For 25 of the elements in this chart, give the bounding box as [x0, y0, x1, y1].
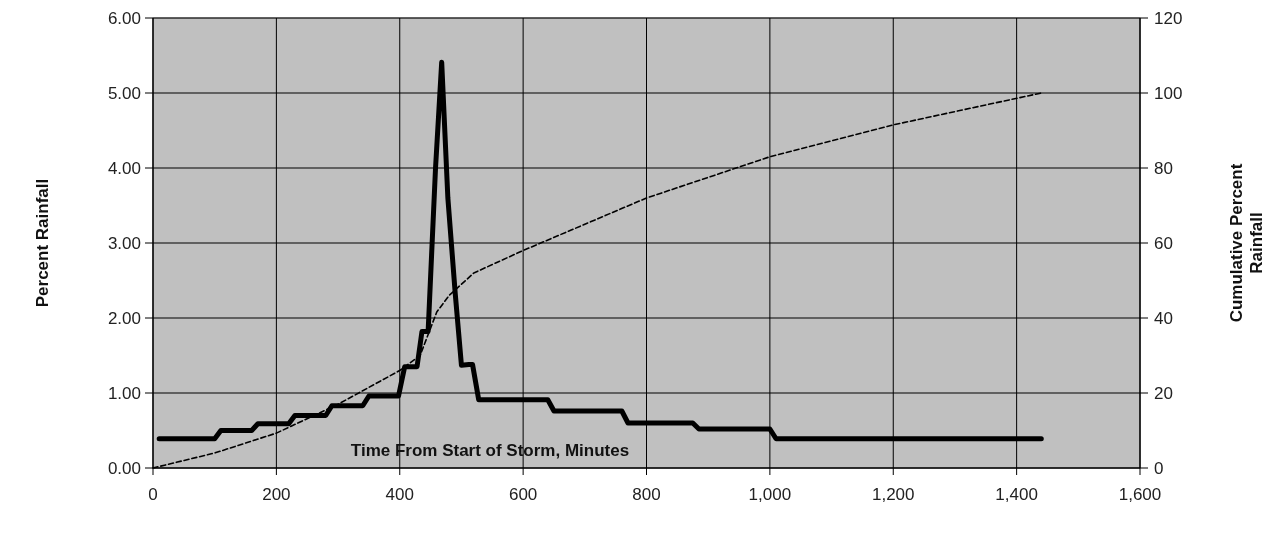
y-tick-label: 6.00: [107, 8, 141, 28]
x-tick-label: 1,400: [995, 485, 1038, 504]
x-tick-label: 1,000: [748, 485, 792, 504]
y-tick-label: 0.00: [107, 458, 141, 478]
x-tick-label: 1,600: [1118, 485, 1162, 504]
x-tick-label: 600: [508, 485, 538, 504]
y-tick-label: 1.00: [107, 383, 141, 403]
y-tick-label: 2.00: [107, 308, 141, 328]
y2-tick-label: 120: [1154, 8, 1183, 28]
x-tick-label: 1,200: [871, 485, 915, 504]
x-tick-label: 400: [385, 485, 414, 504]
y2-axis-title: Cumulative Percent Rainfall: [1226, 163, 1266, 323]
x-tick-label: 0: [148, 485, 158, 504]
y-tick-label: 5.00: [107, 83, 141, 103]
y2-tick-label: 40: [1154, 308, 1173, 328]
x-tick-label: 800: [632, 485, 661, 504]
y2-tick-label: 60: [1154, 233, 1173, 253]
y-tick-label: 3.00: [107, 233, 141, 253]
x-tick-label: 200: [262, 485, 291, 504]
y-axis-title: Percent Rainfall: [33, 178, 52, 308]
y2-tick-label: 100: [1154, 83, 1183, 103]
y2-tick-label: 80: [1154, 158, 1173, 178]
y2-tick-label: 20: [1154, 383, 1173, 403]
y2-tick-label: 0: [1154, 458, 1164, 478]
y-tick-label: 4.00: [107, 158, 141, 178]
